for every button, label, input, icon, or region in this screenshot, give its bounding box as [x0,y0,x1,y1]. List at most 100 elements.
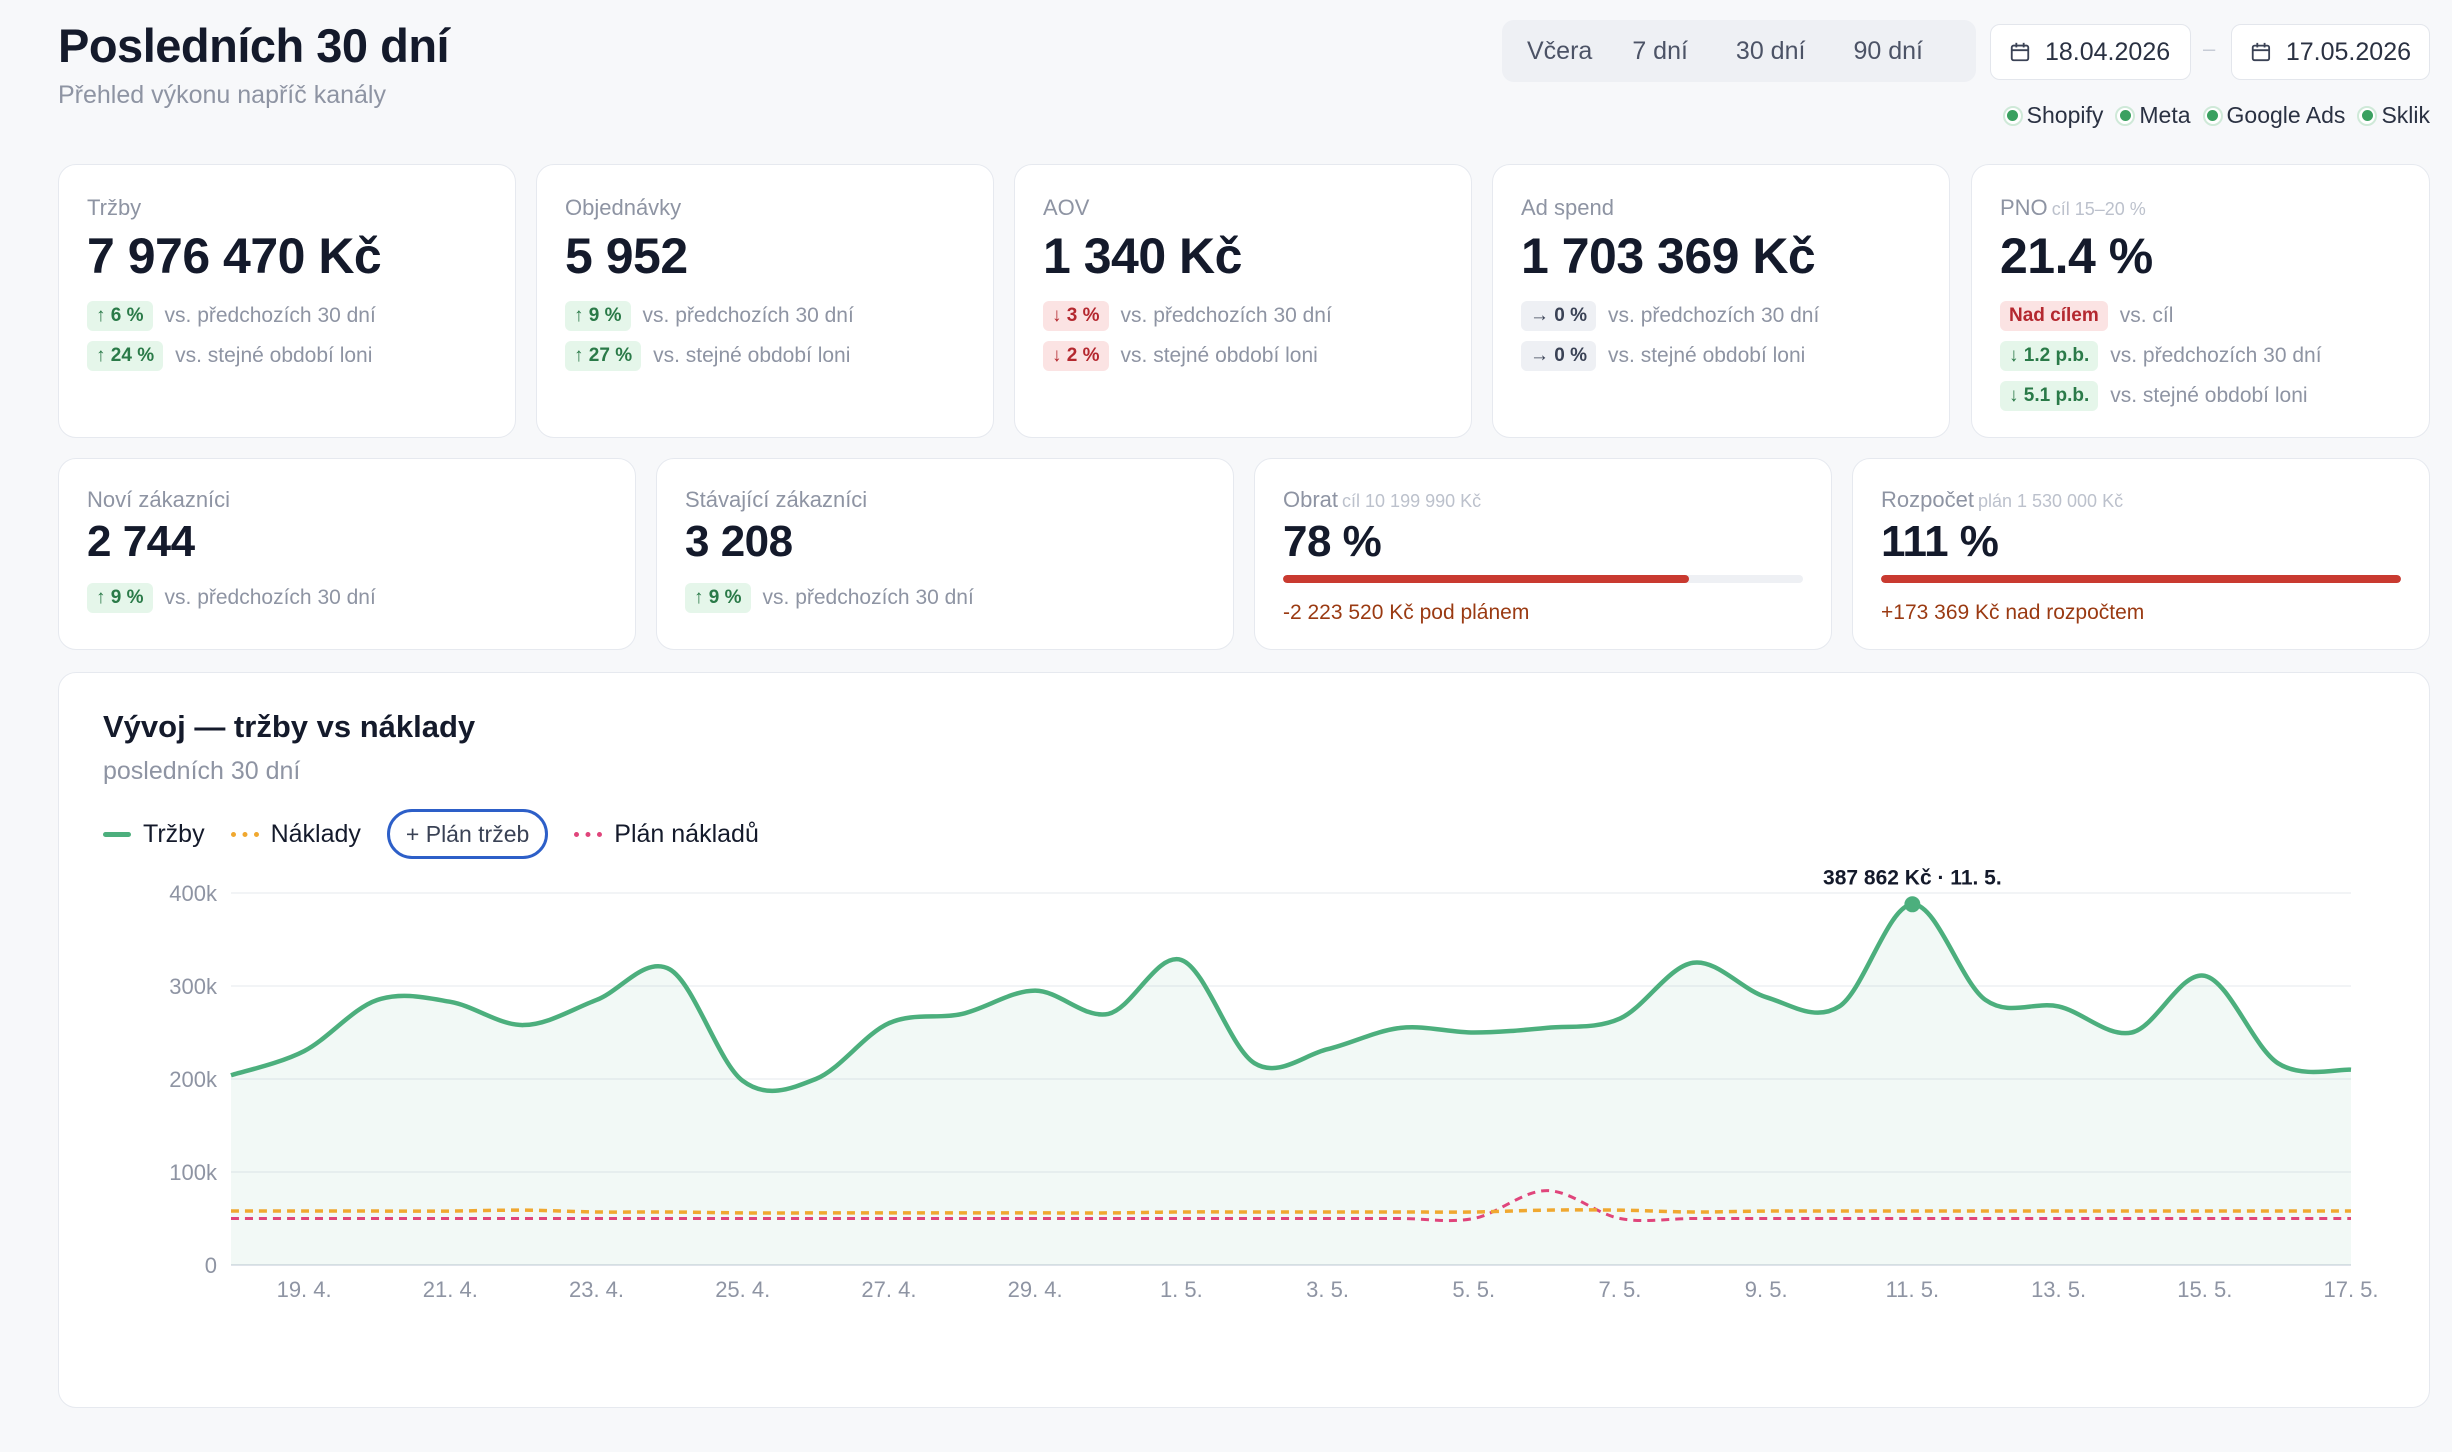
change-badge: ↑ 9 % [685,583,751,613]
y-tick-label: 200k [169,1067,218,1092]
calendar-icon [2010,42,2030,62]
channel-meta-toggle[interactable]: Meta [2115,102,2191,129]
kpi-comparison: → 0 % vs. stejné období loni [1521,341,1805,371]
progress-bar [1283,575,1803,583]
change-badge: ↑ 9 % [87,583,153,613]
kpi-value: 1 340 Kč [1043,228,1242,284]
comparison-text: vs. předchozích 30 dní [762,586,974,609]
channel-google-ads-toggle[interactable]: Google Ads [2202,102,2345,129]
kpi-label: Obrat cíl 10 199 990 Kč [1283,487,1481,513]
progress-note: -2 223 520 Kč pod plánem [1283,601,1530,624]
check-dot-icon [2002,105,2023,126]
legend-swatch [574,831,603,837]
x-tick-label: 11. 5. [1886,1277,1939,1302]
legend-label: Plán nákladů [614,819,759,848]
kpi-comparison: → 0 % vs. předchozích 30 dní [1521,301,1819,331]
kpi-value: 5 952 [565,228,688,284]
chart-legend: Tržby Náklady + Plán tržeb Plán nákladů [103,809,759,859]
comparison-text: vs. cíl [2119,304,2174,327]
revenue-area [231,904,2351,1265]
add-revenue-plan-button[interactable]: + Plán tržeb [386,809,549,859]
kpi-value: 21.4 % [2000,228,2153,284]
y-tick-label: 0 [205,1253,217,1278]
change-badge: ↓ 1.2 p.b. [2000,341,2099,371]
kpi-label: Rozpočet plán 1 530 000 Kč [1881,487,2123,513]
chart-subtitle: posledních 30 dní [103,757,301,785]
check-dot-icon [2115,105,2136,126]
progress-note: +173 369 Kč nad rozpočtem [1881,601,2145,624]
kpi-comparison: ↑ 9 % vs. předchozích 30 dní [565,301,854,331]
date-to-picker[interactable]: 17.05.2026 [2231,24,2430,80]
kpi-comparison: ↑ 27 % vs. stejné období loni [565,341,850,371]
y-tick-label: 300k [169,974,218,999]
range-90d-button[interactable]: 90 dní [1853,37,1923,65]
change-badge: → 0 % [1521,301,1597,331]
progress-card-obrat: Obrat cíl 10 199 990 Kč 78 % -2 223 520 K… [1254,458,1832,650]
x-tick-label: 19. 4. [277,1277,332,1302]
page-subtitle: Přehled výkonu napříč kanály [58,81,386,109]
date-from-picker[interactable]: 18.04.2026 [1990,24,2191,80]
channel-sklik-toggle[interactable]: Sklik [2357,102,2430,129]
range-7d-button[interactable]: 7 dní [1632,37,1688,65]
series-plan-nakladu-line [230,1189,2351,1223]
change-badge: ↓ 3 % [1043,301,1109,331]
y-tick-label: 400k [169,881,218,906]
kpi-card-aov: AOV 1 340 Kč ↓ 3 % vs. předchozích 30 dní… [1014,164,1472,438]
kpi-label-main: Rozpočet [1881,487,1974,512]
x-tick-label: 29. 4. [1008,1277,1063,1302]
comparison-text: vs. předchozích 30 dní [1120,304,1332,327]
kpi-card-pno: PNO cíl 15–20 % 21.4 % Nad cílem vs. cíl ↓… [1971,164,2430,438]
channel-shopify-toggle[interactable]: Shopify [2002,102,2104,129]
kpi-card-novi-zakaznici: Noví zákazníci 2 744 ↑ 9 % vs. předchozíc… [58,458,636,650]
range-selector: Včera 7 dní 30 dní 90 dní [1502,20,1976,82]
kpi-target: cíl 15–20 % [2051,199,2146,219]
x-tick-label: 27. 4. [861,1277,916,1302]
range-30d-button[interactable]: 30 dní [1735,37,1806,65]
legend-trzby[interactable]: Tržby [103,809,205,859]
kpi-label: Ad spend [1521,195,1614,220]
comparison-text: vs. stejné období loni [1120,344,1318,367]
comparison-text: vs. stejné období loni [1608,344,1806,367]
peak-point [1904,896,1921,913]
kpi-label-main: Obrat [1283,487,1339,512]
calendar-icon [2251,42,2271,62]
revenue-cost-chart[interactable]: 0 100k 200k 300k 400k 19. 4. 21. 4. 23. 4. 25. 4… [59,673,2431,1409]
comparison-text: vs. předchozích 30 dní [164,304,376,327]
change-badge: ↑ 6 % [87,301,153,331]
kpi-label: AOV [1043,195,1090,220]
channel-filters: Shopify Meta Google Ads Sklik [2002,102,2430,129]
kpi-label: Noví zákazníci [87,487,231,512]
kpi-label-main: PNO [2000,195,2048,220]
kpi-label: Stávající zákazníci [685,487,868,512]
status-badge: Nad cílem [2000,301,2108,331]
progress-fill [1283,575,1689,583]
kpi-label: Tržby [87,195,142,220]
kpi-comparison: ↓ 5.1 p.b. vs. stejné období loni [2000,381,2308,411]
kpi-target: cíl 10 199 990 Kč [1342,491,1482,511]
comparison-text: vs. předchozích 30 dní [642,304,854,327]
kpi-value: 78 % [1283,517,1382,566]
kpi-value: 2 744 [87,517,195,566]
kpi-comparison: ↓ 3 % vs. předchozích 30 dní [1043,301,1332,331]
x-tick-label: 21. 4. [423,1277,478,1302]
legend-plan-nakladu[interactable]: Plán nákladů [574,809,759,859]
change-badge: ↑ 9 % [565,301,631,331]
date-from-value: 18.04.2026 [2045,37,2171,66]
kpi-target: plán 1 530 000 Kč [1977,491,2124,511]
change-badge: ↑ 24 % [87,341,164,371]
kpi-label: PNO cíl 15–20 % [2000,195,2146,221]
progress-card-rozpocet: Rozpočet plán 1 530 000 Kč 111 % +173 369… [1852,458,2430,650]
change-badge: → 0 % [1521,341,1597,371]
range-yesterday-button[interactable]: Včera [1527,37,1593,65]
comparison-text: vs. stejné období loni [653,344,851,367]
channel-label: Shopify [2026,102,2104,128]
date-separator: – [2203,36,2216,61]
legend-naklady[interactable]: Náklady [230,809,361,859]
kpi-value: 3 208 [685,517,793,566]
peak-label: 387 862 Kč · 11. 5. [1823,866,2002,889]
kpi-comparison: Nad cílem vs. cíl [2000,301,2173,331]
change-badge: ↓ 5.1 p.b. [2000,381,2099,411]
comparison-text: vs. stejné období loni [175,344,373,367]
channel-label: Sklik [2381,102,2430,128]
legend-swatch [103,831,131,837]
